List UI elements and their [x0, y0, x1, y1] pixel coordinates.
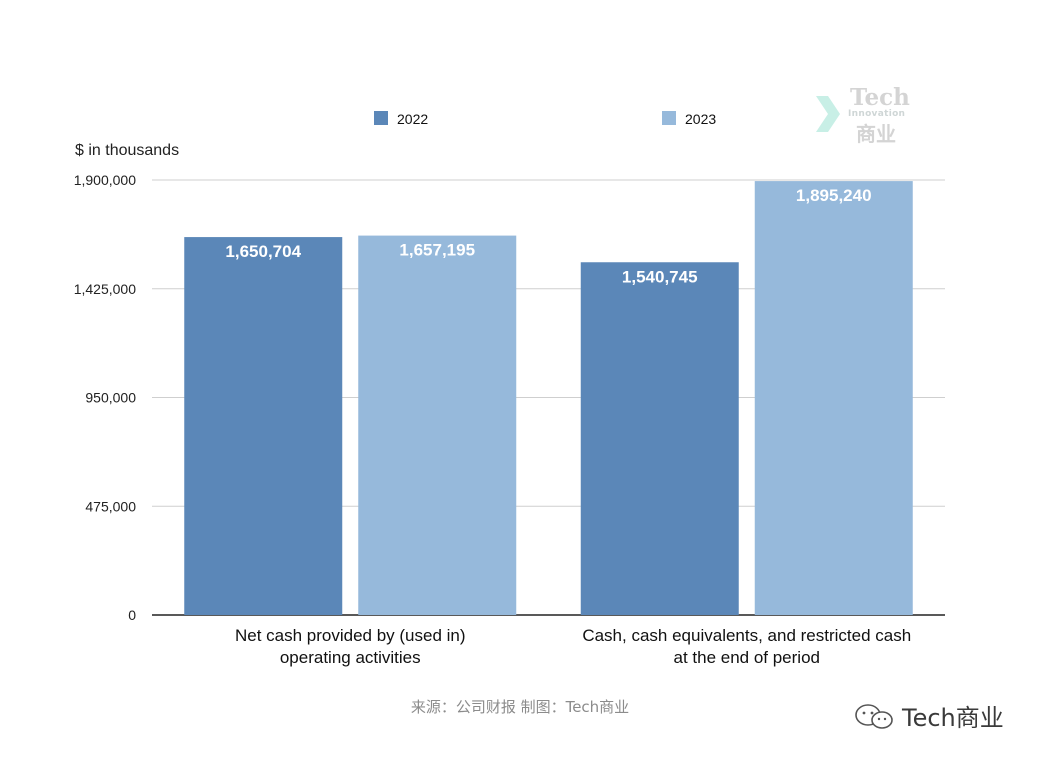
watermark-logo: Tech Innovation 商业	[814, 84, 918, 146]
bar-2022-1	[184, 237, 343, 615]
watermark-cn: 商业	[856, 122, 896, 146]
x-category-label: operating activities	[280, 648, 421, 667]
y-tick-label: 1,900,000	[74, 172, 136, 188]
legend-swatch-2023	[662, 111, 676, 125]
y-axis-label: $ in thousands	[75, 142, 179, 159]
bar-2023-2	[754, 181, 913, 615]
x-category-label: Cash, cash equivalents, and restricted c…	[582, 626, 911, 645]
x-category-label: Net cash provided by (used in)	[235, 626, 466, 645]
bars	[184, 181, 913, 615]
legend-label: 2023	[685, 111, 716, 127]
bar-data-label: 1,540,745	[622, 267, 698, 286]
bar-chart: 1,650,704 1,657,195 1,540,745 1,895,240 0 47…	[74, 111, 945, 667]
y-tick-label: 1,425,000	[74, 281, 136, 297]
x-category-label: at the end of period	[673, 648, 820, 667]
bar-data-label: 1,657,195	[399, 241, 475, 260]
watermark-innovation: Innovation	[848, 109, 906, 119]
bar-2022-2	[580, 262, 739, 615]
y-tick-label: 475,000	[85, 498, 136, 514]
source-caption: 来源：公司财报 制图：Tech商业	[410, 698, 630, 716]
wechat-account-icon	[855, 704, 893, 729]
bar-data-label: 1,650,704	[225, 242, 301, 261]
y-tick-label: 0	[128, 607, 136, 623]
watermark-tech: Tech	[850, 84, 910, 111]
legend: 2022 2023	[374, 111, 716, 127]
x-axis-category-labels: Net cash provided by (used in) operating …	[235, 626, 911, 667]
legend-label: 2022	[397, 111, 428, 127]
account-name: Tech商业	[902, 704, 1004, 732]
bar-2023-1	[358, 235, 517, 615]
bar-data-label: 1,895,240	[796, 186, 872, 205]
legend-swatch-2022	[374, 111, 388, 125]
y-axis-ticks: 0 475,000 950,000 1,425,000 1,900,000	[74, 172, 137, 623]
y-tick-label: 950,000	[85, 390, 136, 406]
chevron-logo-icon	[816, 96, 840, 132]
bar-data-labels: 1,650,704 1,657,195 1,540,745 1,895,240	[225, 186, 871, 286]
